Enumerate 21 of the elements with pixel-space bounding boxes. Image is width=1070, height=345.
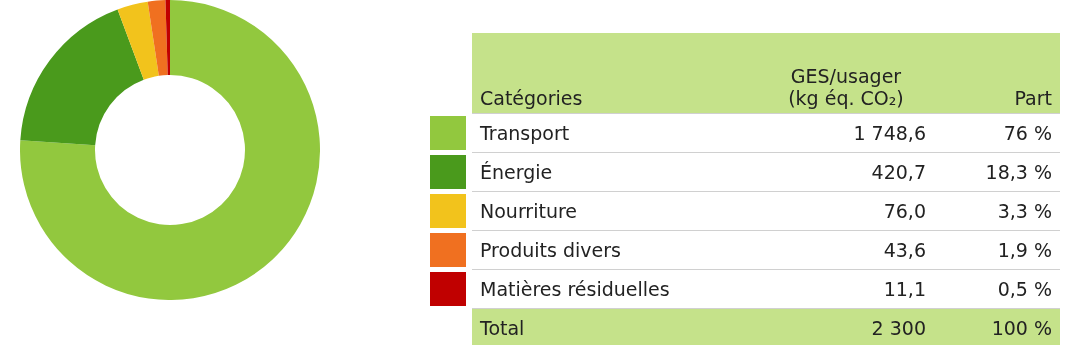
legend-label: Produits divers [472, 230, 758, 270]
text: 0,5 % [934, 269, 1060, 309]
data-label: 43,6 [758, 230, 934, 270]
text: 76 % [934, 113, 1060, 153]
text: 3,3 % [934, 191, 1060, 231]
text: 18,3 % [934, 152, 1060, 192]
text: Part [934, 33, 1060, 114]
legend-label: Matières résiduelles [472, 269, 758, 309]
legend-title: Catégories [472, 33, 758, 114]
data-label: 1 748,6 [758, 113, 934, 153]
text: Total [472, 308, 758, 345]
data-label: 420,7 [758, 152, 934, 192]
text: 100 % [934, 308, 1060, 345]
legend-label: Nourriture [472, 191, 758, 231]
text: GES/usager (kg éq. CO₂) [758, 33, 934, 114]
data-label: 11,1 [758, 269, 934, 309]
data-label: 76,0 [758, 191, 934, 231]
text: 1,9 % [934, 230, 1060, 270]
legend-label: Énergie [472, 152, 758, 192]
text: 2 300 [758, 308, 934, 345]
legend-label: Transport [472, 113, 758, 153]
